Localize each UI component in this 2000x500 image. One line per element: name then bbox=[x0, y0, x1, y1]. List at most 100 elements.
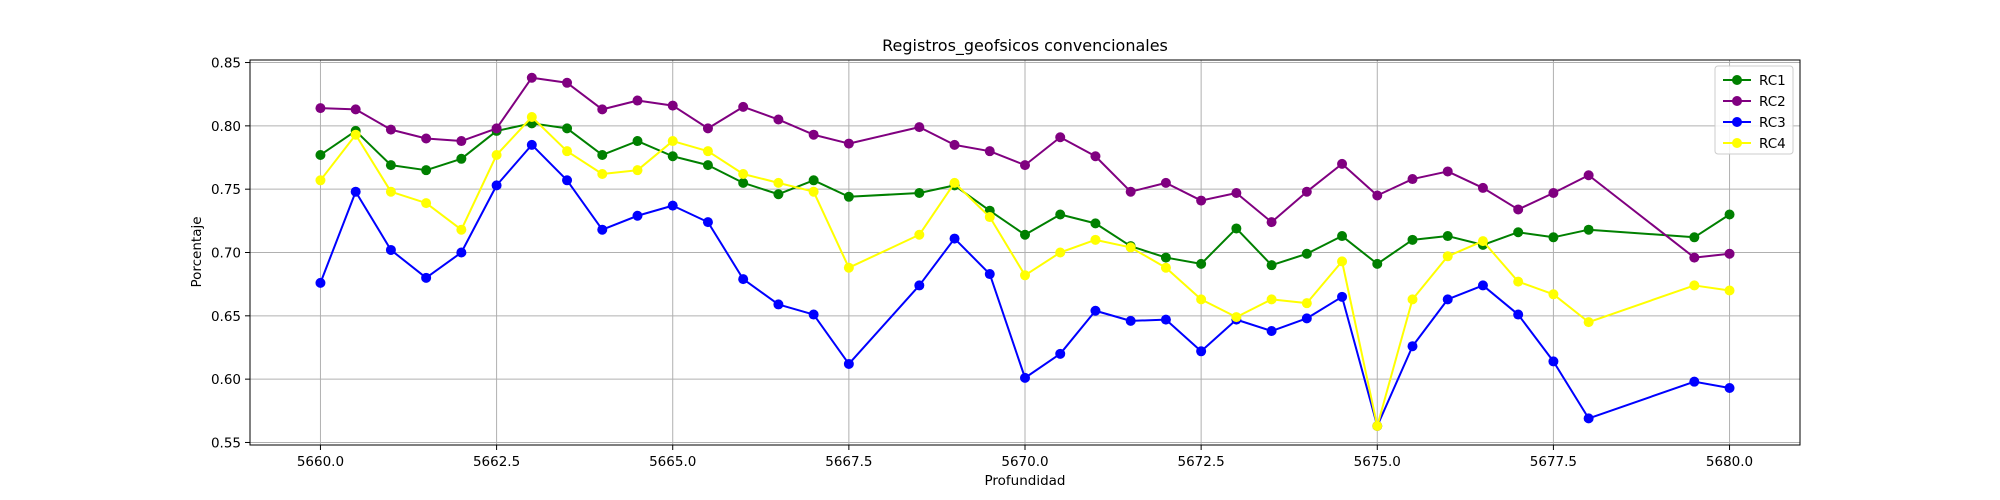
data-point bbox=[1442, 231, 1453, 242]
data-point bbox=[1266, 217, 1277, 228]
data-point bbox=[1477, 280, 1488, 291]
legend-swatch-marker bbox=[1732, 75, 1742, 85]
data-point bbox=[1583, 170, 1594, 181]
data-point bbox=[773, 189, 784, 200]
data-point bbox=[667, 200, 678, 211]
data-point bbox=[456, 136, 467, 147]
data-point bbox=[738, 177, 749, 188]
data-point bbox=[1337, 256, 1348, 267]
x-tick-label: 5660.0 bbox=[297, 454, 344, 470]
data-point bbox=[1055, 132, 1066, 143]
data-point bbox=[491, 180, 502, 191]
x-tick-label: 5667.5 bbox=[825, 454, 872, 470]
data-point bbox=[315, 103, 326, 114]
data-point bbox=[597, 168, 608, 179]
data-point bbox=[456, 247, 467, 258]
data-point bbox=[1407, 294, 1418, 305]
data-point bbox=[843, 191, 854, 202]
data-point bbox=[597, 104, 608, 115]
data-point bbox=[984, 146, 995, 157]
data-point bbox=[667, 136, 678, 147]
data-point bbox=[350, 129, 361, 140]
grid bbox=[250, 60, 1800, 445]
data-point bbox=[1055, 247, 1066, 258]
legend-swatch-marker bbox=[1732, 96, 1742, 106]
data-point bbox=[1090, 305, 1101, 316]
data-point bbox=[1583, 413, 1594, 424]
legend-label: RC4 bbox=[1759, 136, 1786, 152]
data-point bbox=[632, 136, 643, 147]
data-point bbox=[421, 272, 432, 283]
data-point bbox=[1020, 229, 1030, 240]
x-tick-label: 5662.5 bbox=[473, 454, 520, 470]
data-point bbox=[773, 177, 784, 188]
data-point bbox=[984, 212, 995, 223]
data-point bbox=[1407, 234, 1418, 245]
data-point bbox=[1689, 252, 1700, 263]
data-point bbox=[1090, 151, 1101, 162]
data-point bbox=[1301, 248, 1312, 259]
legend-item-rc4: RC4 bbox=[1723, 136, 1786, 152]
data-point bbox=[808, 129, 819, 140]
data-point bbox=[949, 139, 960, 150]
data-point bbox=[1020, 160, 1030, 171]
data-point bbox=[1372, 190, 1383, 201]
legend-swatch-marker bbox=[1732, 117, 1742, 127]
data-point bbox=[632, 165, 643, 176]
data-point bbox=[1231, 187, 1242, 198]
data-point bbox=[1196, 258, 1207, 269]
data-point bbox=[808, 309, 819, 320]
data-point bbox=[702, 146, 713, 157]
data-point bbox=[738, 101, 749, 112]
data-point bbox=[1125, 242, 1136, 253]
data-point bbox=[1477, 182, 1488, 193]
y-tick-label: 0.75 bbox=[211, 182, 241, 198]
data-point bbox=[1548, 289, 1559, 300]
data-point bbox=[1337, 231, 1348, 242]
y-axis-label: Porcentaje bbox=[189, 216, 205, 287]
data-point bbox=[1055, 348, 1066, 359]
data-point bbox=[1689, 232, 1700, 243]
data-point bbox=[421, 133, 432, 144]
data-point bbox=[1160, 177, 1171, 188]
data-point bbox=[315, 149, 326, 160]
y-tick-label: 0.60 bbox=[211, 372, 241, 388]
legend-swatch-marker bbox=[1732, 138, 1742, 148]
data-point bbox=[1266, 326, 1277, 337]
data-point bbox=[526, 111, 537, 122]
data-point bbox=[1301, 186, 1312, 197]
data-point bbox=[315, 277, 326, 288]
x-axis: 5660.0 5662.5 5665.0 5667.5 5670.0 5672.5 5675… bbox=[297, 445, 1753, 470]
data-point bbox=[1301, 313, 1312, 324]
data-point bbox=[1583, 224, 1594, 235]
series-line-rc3 bbox=[319, 143, 1730, 427]
data-point bbox=[350, 186, 361, 197]
data-point bbox=[562, 123, 573, 134]
data-point bbox=[1372, 421, 1383, 431]
data-point bbox=[1231, 312, 1242, 323]
data-point bbox=[1513, 276, 1524, 287]
data-point bbox=[315, 175, 326, 186]
series-line-rc4 bbox=[319, 115, 1730, 427]
data-point bbox=[456, 224, 467, 235]
data-point bbox=[1724, 285, 1735, 296]
legend-label: RC1 bbox=[1759, 73, 1786, 89]
data-point bbox=[1513, 204, 1524, 215]
data-point bbox=[1372, 258, 1383, 269]
data-point bbox=[562, 77, 573, 88]
data-point bbox=[1548, 356, 1559, 367]
data-point bbox=[1724, 248, 1735, 259]
series-layer bbox=[315, 72, 1735, 431]
data-point bbox=[843, 138, 854, 149]
x-tick-label: 5680.0 bbox=[1706, 454, 1753, 470]
data-point bbox=[1020, 270, 1030, 281]
data-point bbox=[1196, 346, 1207, 357]
data-point bbox=[562, 175, 573, 186]
legend: RC1 RC2 RC3 RC4 bbox=[1714, 65, 1794, 155]
data-point bbox=[385, 244, 396, 255]
legend-box bbox=[1714, 65, 1794, 155]
x-tick-label: 5672.5 bbox=[1178, 454, 1225, 470]
data-point bbox=[1266, 260, 1277, 271]
data-point bbox=[1231, 223, 1242, 234]
